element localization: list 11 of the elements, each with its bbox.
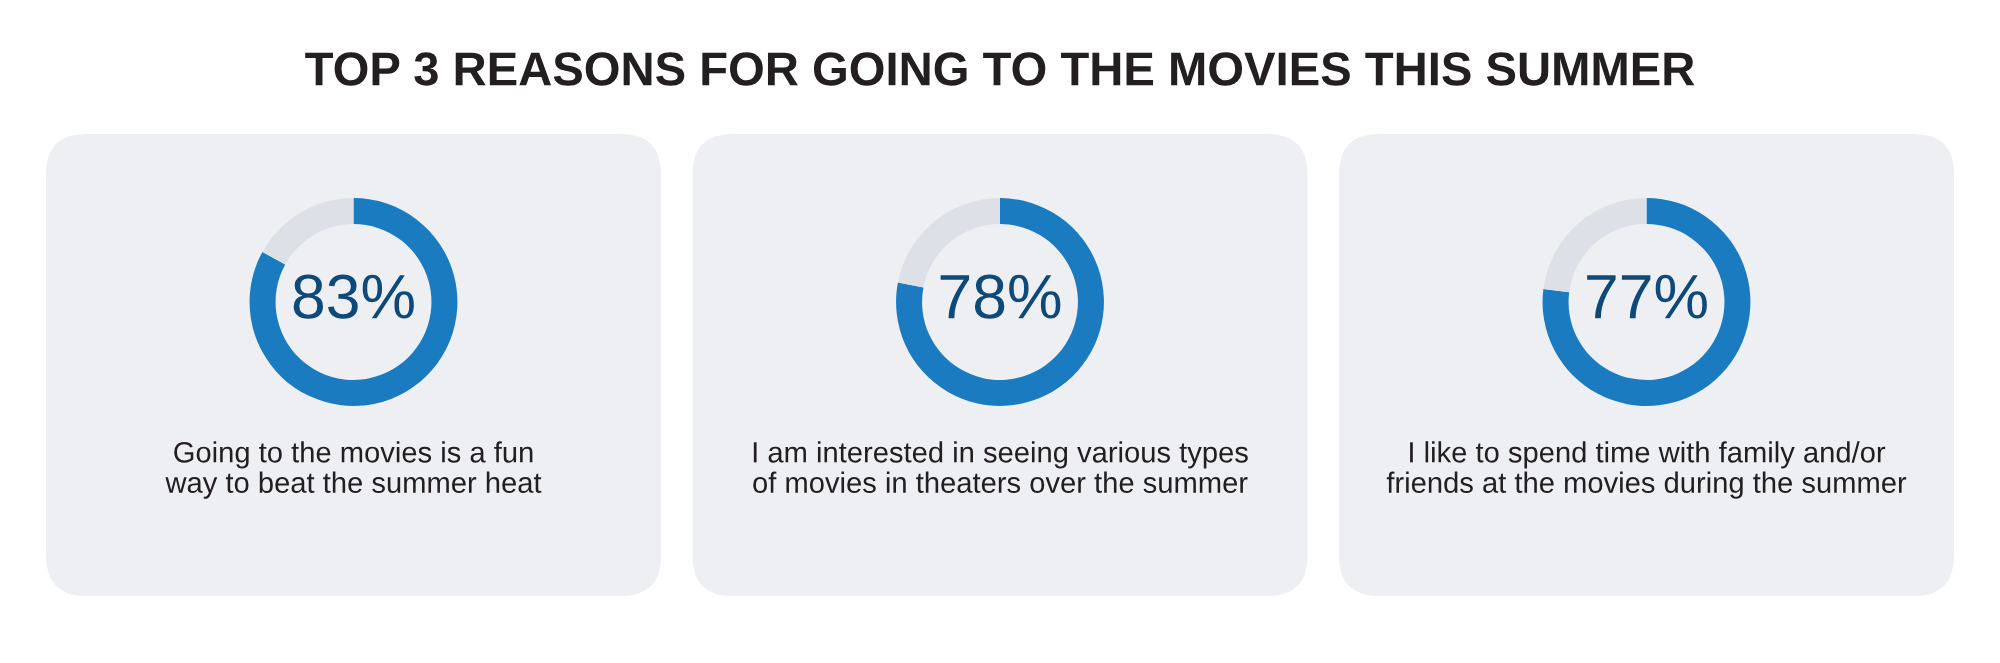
slice-label: I am interested in seeing various types of movies in theaters over the summer <box>753 441 1248 494</box>
donut-slice <box>249 198 458 406</box>
text: TOP 3 REASONS FOR GOING TO THE MOVIES THIS SUMMER <box>305 52 1695 86</box>
slice-label: I like to spend time with family and/or friends at the movies during the summer <box>1386 441 1907 499</box>
data-label: 83% <box>293 274 414 319</box>
slice-label: Going to the movies is a fun way to beat the summer heat <box>165 441 542 499</box>
donut-slice <box>1542 198 1751 406</box>
donut-slice <box>262 198 354 265</box>
data-label: 78% <box>940 274 1061 319</box>
donut-slice <box>896 198 1104 406</box>
data-label: 77% <box>1587 274 1707 319</box>
